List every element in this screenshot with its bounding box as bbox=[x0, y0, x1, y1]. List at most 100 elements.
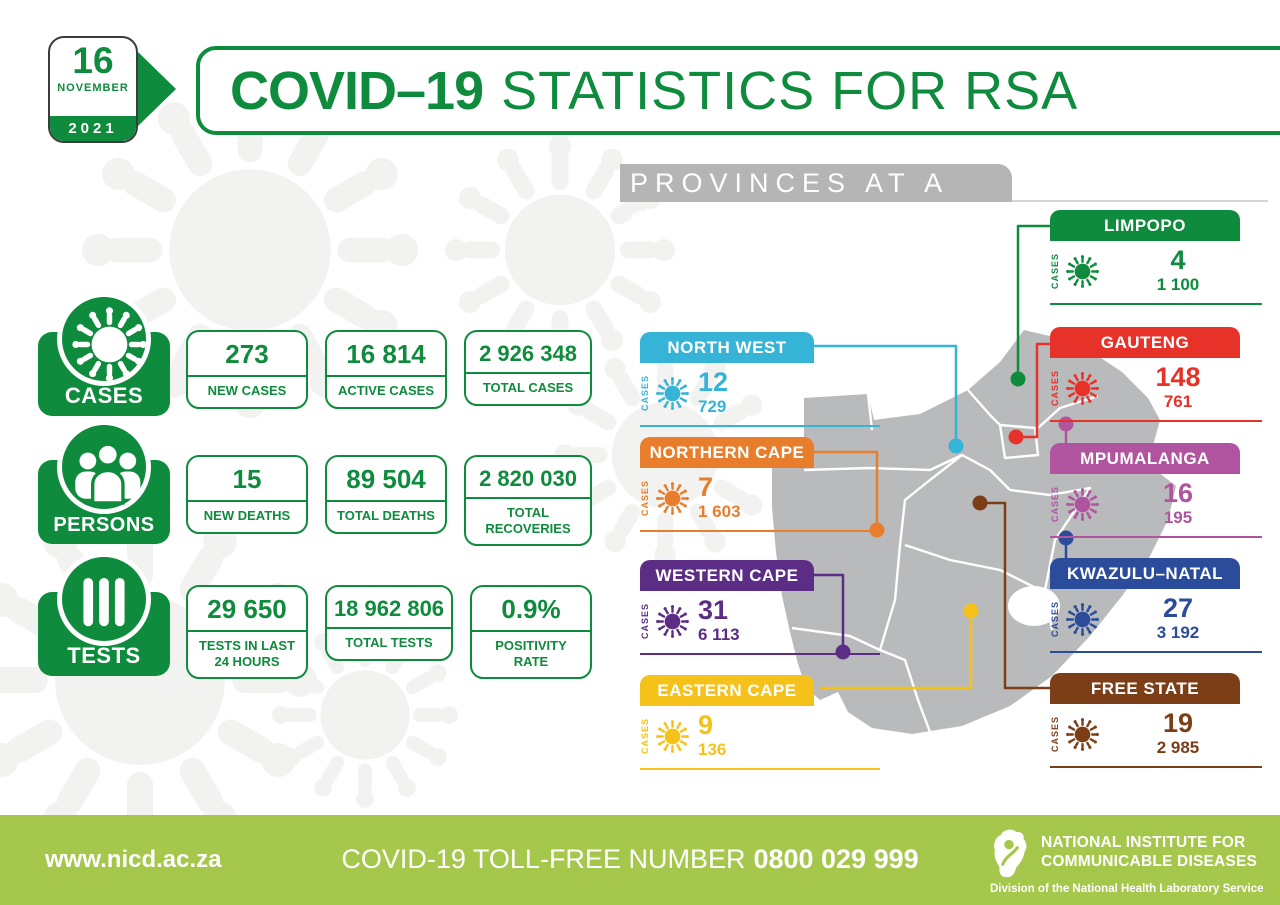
stat-card-tests-24h: 29 650 TESTS IN LAST 24 HOURS bbox=[186, 585, 308, 680]
province-cases-subvalue: 1 603 bbox=[698, 502, 741, 521]
date-year: 2021 bbox=[50, 116, 136, 141]
cases-vertical-label: CASES bbox=[640, 479, 650, 516]
provinces-panel-title: PROVINCES AT A GLANCE bbox=[620, 164, 1012, 236]
province-card-gauteng: GAUTENG CASES 148 761 bbox=[1050, 327, 1262, 422]
virus-icon bbox=[1064, 370, 1101, 407]
tollfree-line: COVID-19 TOLL-FREE NUMBER 0800 029 999 bbox=[341, 844, 918, 875]
cases-vertical-label: CASES bbox=[640, 717, 650, 754]
province-cases-subvalue: 729 bbox=[698, 397, 727, 416]
province-card-northern-cape: NORTHERN CAPE CASES 7 1 603 bbox=[640, 437, 880, 532]
stat-value: 16 814 bbox=[327, 332, 445, 377]
group-tests-label: TESTS bbox=[67, 643, 141, 668]
stat-value: 29 650 bbox=[188, 587, 306, 632]
stat-label: TOTAL DEATHS bbox=[337, 508, 435, 523]
panel-top-divider bbox=[1012, 200, 1268, 202]
website-url: www.nicd.ac.za bbox=[45, 846, 222, 873]
province-cases-subvalue: 6 113 bbox=[698, 625, 740, 644]
virus-icon bbox=[654, 603, 691, 640]
province-connectors bbox=[800, 224, 1074, 690]
date-month: NOVEMBER bbox=[57, 82, 129, 94]
page-title: COVID–19 STATISTICS FOR RSA bbox=[196, 46, 1280, 135]
province-cases-value: 4 bbox=[1170, 245, 1186, 275]
group-cases: CASES bbox=[38, 292, 170, 416]
stat-card-total-deaths: 89 504 TOTAL DEATHS bbox=[325, 455, 447, 534]
footer-bar: www.nicd.ac.za COVID-19 TOLL-FREE NUMBER… bbox=[0, 815, 1280, 905]
tests-stat-row: 29 650 TESTS IN LAST 24 HOURS 18 962 806… bbox=[186, 585, 592, 680]
province-banner: NORTH WEST bbox=[640, 332, 814, 363]
tollfree-number: 0800 029 999 bbox=[753, 844, 919, 874]
province-name: GAUTENG bbox=[1100, 333, 1190, 352]
virus-icon bbox=[57, 292, 151, 386]
virus-icon bbox=[654, 375, 691, 412]
page-title-covid: COVID–19 bbox=[230, 60, 484, 121]
cases-vertical-label: CASES bbox=[1050, 715, 1060, 752]
province-name: NORTHERN CAPE bbox=[649, 443, 805, 462]
lesotho-cutout bbox=[1008, 586, 1060, 626]
stat-card-new-deaths: 15 NEW DEATHS bbox=[186, 455, 308, 534]
stat-card-active-cases: 16 814 ACTIVE CASES bbox=[325, 330, 447, 409]
page-title-rest: STATISTICS FOR RSA bbox=[501, 60, 1079, 121]
province-card-north-west: NORTH WEST CASES 12 729 bbox=[640, 332, 880, 427]
province-cases-subvalue: 2 985 bbox=[1156, 738, 1200, 757]
province-cases-value: 148 bbox=[1155, 362, 1201, 392]
persons-icon bbox=[57, 420, 151, 514]
cases-vertical-label: CASES bbox=[640, 374, 650, 411]
province-cases-subvalue: 761 bbox=[1163, 392, 1193, 411]
province-card-western-cape: WESTERN CAPE CASES 31 6 113 bbox=[640, 560, 880, 655]
province-cases-value: 16 bbox=[1162, 478, 1194, 508]
org-name-line1: NATIONAL INSTITUTE FOR bbox=[1041, 834, 1246, 851]
stat-value: 15 bbox=[188, 457, 306, 502]
province-name: NORTH WEST bbox=[667, 338, 787, 357]
stat-label: POSITIVITY RATE bbox=[495, 638, 567, 669]
cases-vertical-label: CASES bbox=[1050, 369, 1060, 406]
province-cases-value: 19 bbox=[1162, 708, 1194, 738]
province-cases-subvalue: 136 bbox=[698, 740, 727, 759]
province-banner: NORTHERN CAPE bbox=[640, 437, 814, 468]
stat-value: 2 820 030 bbox=[466, 457, 590, 499]
cases-vertical-label: CASES bbox=[640, 602, 650, 639]
province-name: LIMPOPO bbox=[1104, 216, 1186, 235]
cases-vertical-label: CASES bbox=[1050, 600, 1060, 637]
stat-card-total-cases: 2 926 348 TOTAL CASES bbox=[464, 330, 592, 406]
cases-vertical-label: CASES bbox=[1050, 485, 1060, 522]
virus-icon bbox=[1064, 253, 1101, 290]
org-name-line2: COMMUNICABLE DISEASES bbox=[1041, 853, 1258, 870]
province-banner: WESTERN CAPE bbox=[640, 560, 814, 591]
stat-label: TOTAL TESTS bbox=[345, 635, 433, 650]
org-division: Division of the National Health Laborato… bbox=[990, 883, 1264, 895]
stat-value: 273 bbox=[188, 332, 306, 377]
virus-icon bbox=[654, 718, 691, 755]
stat-card-total-tests: 18 962 806 TOTAL TESTS bbox=[325, 585, 453, 661]
persons-stat-row: 15 NEW DEATHS 89 504 TOTAL DEATHS 2 820 … bbox=[186, 455, 592, 547]
stat-label: NEW CASES bbox=[207, 383, 287, 398]
province-name: KWAZULU–NATAL bbox=[1066, 564, 1223, 583]
cases-stat-row: 273 NEW CASES 16 814 ACTIVE CASES 2 926 … bbox=[186, 330, 592, 409]
group-persons-label: PERSONS bbox=[53, 514, 155, 536]
province-banner: EASTERN CAPE bbox=[640, 675, 814, 706]
province-card-mpumalanga: MPUMALANGA CASES 16 195 bbox=[1050, 443, 1262, 538]
province-cases-value: 12 bbox=[698, 367, 729, 397]
stat-card-new-cases: 273 NEW CASES bbox=[186, 330, 308, 409]
stat-value: 18 962 806 bbox=[327, 587, 451, 629]
group-persons: PERSONS bbox=[38, 420, 170, 544]
virus-icon bbox=[654, 480, 691, 517]
stat-card-positivity-rate: 0.9% POSITIVITY RATE bbox=[470, 585, 592, 680]
province-banner: LIMPOPO bbox=[1050, 210, 1240, 241]
stat-label: TOTAL RECOVERIES bbox=[485, 505, 571, 536]
province-borders bbox=[791, 389, 1099, 733]
province-card-kwazulu-natal: KWAZULU–NATAL CASES 27 3 192 bbox=[1050, 558, 1262, 653]
province-name: MPUMALANGA bbox=[1080, 449, 1210, 468]
stat-value: 2 926 348 bbox=[466, 332, 590, 374]
province-banner: MPUMALANGA bbox=[1050, 443, 1240, 474]
stat-label: ACTIVE CASES bbox=[337, 383, 435, 398]
nicd-logo-block: NATIONAL INSTITUTE FOR COMMUNICABLE DISE… bbox=[988, 829, 1257, 881]
stat-label: NEW DEATHS bbox=[203, 508, 291, 523]
tollfree-label: COVID-19 TOLL-FREE NUMBER bbox=[341, 844, 746, 874]
province-banner: FREE STATE bbox=[1050, 673, 1240, 704]
province-cases-subvalue: 195 bbox=[1163, 508, 1193, 527]
province-card-eastern-cape: EASTERN CAPE CASES 9 136 bbox=[640, 675, 880, 770]
virus-icon bbox=[1064, 486, 1101, 523]
province-name: EASTERN CAPE bbox=[657, 681, 797, 700]
africa-logo-icon bbox=[988, 829, 1032, 881]
